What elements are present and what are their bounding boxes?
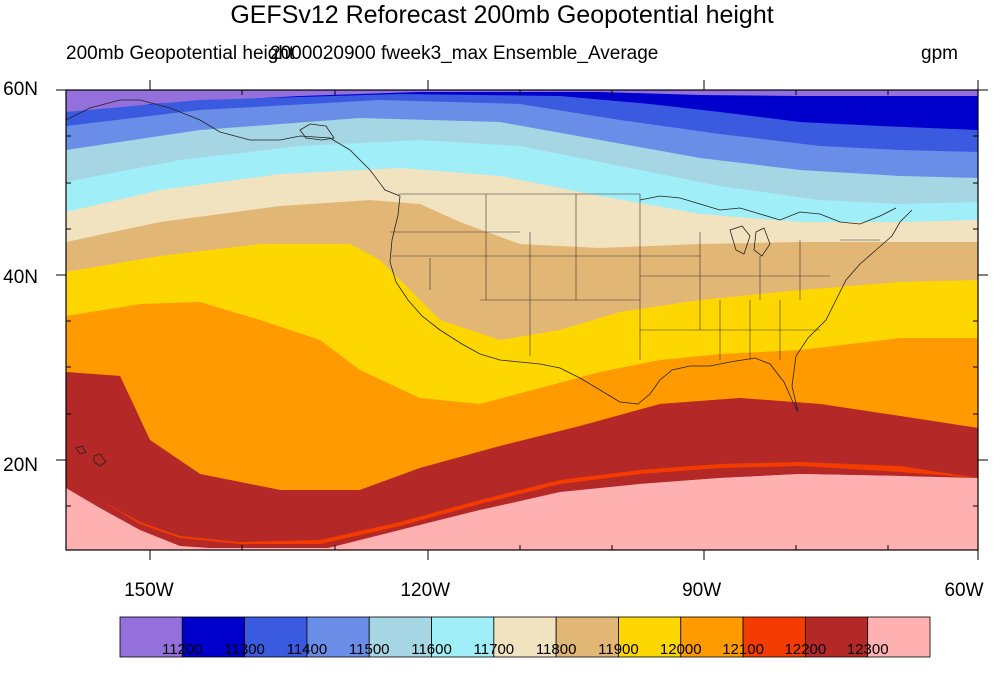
contour-fill-layer — [66, 90, 978, 550]
coastline-layer — [66, 99, 913, 467]
lon-ticks — [149, 80, 979, 560]
colorbar-swatch — [431, 616, 495, 658]
colorbar-swatch — [680, 616, 744, 658]
colorbar-level-label: 11400 — [286, 641, 328, 658]
state-borders-layer — [390, 193, 880, 360]
lat-ticks — [56, 89, 988, 507]
colorbar-swatch — [742, 616, 806, 658]
run-info-label: 2000020900 fweek3_max Ensemble_Average — [270, 43, 659, 64]
colorbar-level-label: 11500 — [348, 641, 390, 658]
lon-tick-label: 120W — [400, 580, 451, 601]
colorbar-swatch — [306, 616, 370, 658]
field-name-label: 200mb Geopotential height — [66, 43, 295, 64]
colorbar-level-label: 12200 — [784, 641, 827, 658]
lat-tick-label: 40N — [3, 266, 38, 288]
colorbar-level-label: 11600 — [411, 641, 452, 658]
plot-frame — [65, 89, 979, 551]
lon-tick-label: 60W — [944, 580, 984, 601]
colorbar-level-label: 11900 — [598, 641, 639, 658]
colorbar-swatch — [244, 616, 308, 658]
colorbar-swatch — [119, 616, 183, 658]
colorbar-level-label: 12100 — [722, 641, 764, 658]
lon-tick-label: 150W — [124, 580, 174, 601]
colorbar-level-label: 11300 — [224, 641, 265, 658]
colorbar-swatch — [804, 616, 869, 658]
colorbar-swatch — [368, 616, 432, 658]
lat-tick-label: 20N — [3, 454, 38, 476]
units-label: gpm — [921, 43, 958, 64]
lat-tick-label: 60N — [3, 79, 38, 100]
colorbar-swatch — [181, 616, 246, 658]
colorbar-swatch — [493, 616, 557, 658]
colorbar-swatch — [618, 616, 682, 658]
colorbar-swatch — [867, 616, 931, 658]
colorbar-level-label: 11800 — [535, 641, 577, 658]
map-title: GEFSv12 Reforecast 200mb Geopotential he… — [230, 1, 774, 29]
colorbar — [119, 616, 931, 658]
colorbar-level-label: 12300 — [846, 641, 889, 658]
colorbar-level-label: 12000 — [659, 641, 702, 658]
colorbar-level-label: 11700 — [473, 641, 515, 658]
lon-tick-label: 90W — [682, 580, 722, 601]
colorbar-level-label: 11200 — [161, 641, 203, 658]
